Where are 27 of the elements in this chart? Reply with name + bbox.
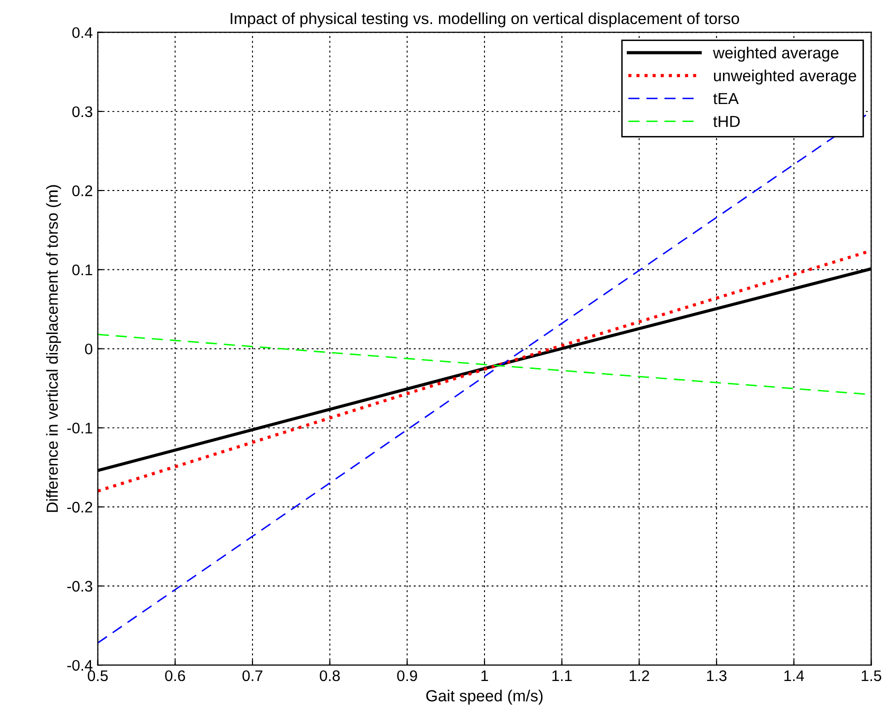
y-axis-title: Difference in vertical displacement of torso (m) xyxy=(46,185,62,512)
y-tick-label: 0.4 xyxy=(72,27,92,38)
x-tick-label: 1.1 xyxy=(552,670,572,682)
y-tick-label: 0.3 xyxy=(72,106,92,118)
y-tick-label: -0.2 xyxy=(67,502,92,513)
x-axis-title: Gait speed (m/s) xyxy=(426,690,543,705)
y-tick-label: -0.1 xyxy=(67,422,92,434)
y-tick-label: -0.3 xyxy=(67,580,92,592)
x-tick-label: 1.5 xyxy=(862,670,882,682)
x-tick-label: 0.8 xyxy=(320,670,340,682)
legend-label: weighted average xyxy=(712,46,838,62)
legend-label: tHD xyxy=(713,116,740,128)
legend-label: unweighted average xyxy=(714,70,856,84)
x-tick-label: 1 xyxy=(481,670,488,682)
x-tick-label: 0.5 xyxy=(88,670,108,682)
x-tick-label: 0.6 xyxy=(165,670,186,682)
x-tick-label: 1.3 xyxy=(707,670,726,682)
x-tick-label: 1.2 xyxy=(630,670,650,682)
y-tick-label: 0 xyxy=(85,344,92,354)
chart-title: Impact of physical testing vs. modelling on vertical displacement of torso xyxy=(230,12,740,28)
legend-label: tEA xyxy=(713,93,739,104)
x-tick-label: 0.9 xyxy=(397,670,418,682)
y-tick-label: -0.4 xyxy=(67,660,92,671)
y-tick-label: 0.1 xyxy=(72,264,92,276)
x-tick-label: 0.7 xyxy=(242,670,262,682)
y-tick-label: 0.2 xyxy=(72,185,92,196)
x-tick-label: 1.4 xyxy=(784,670,804,682)
